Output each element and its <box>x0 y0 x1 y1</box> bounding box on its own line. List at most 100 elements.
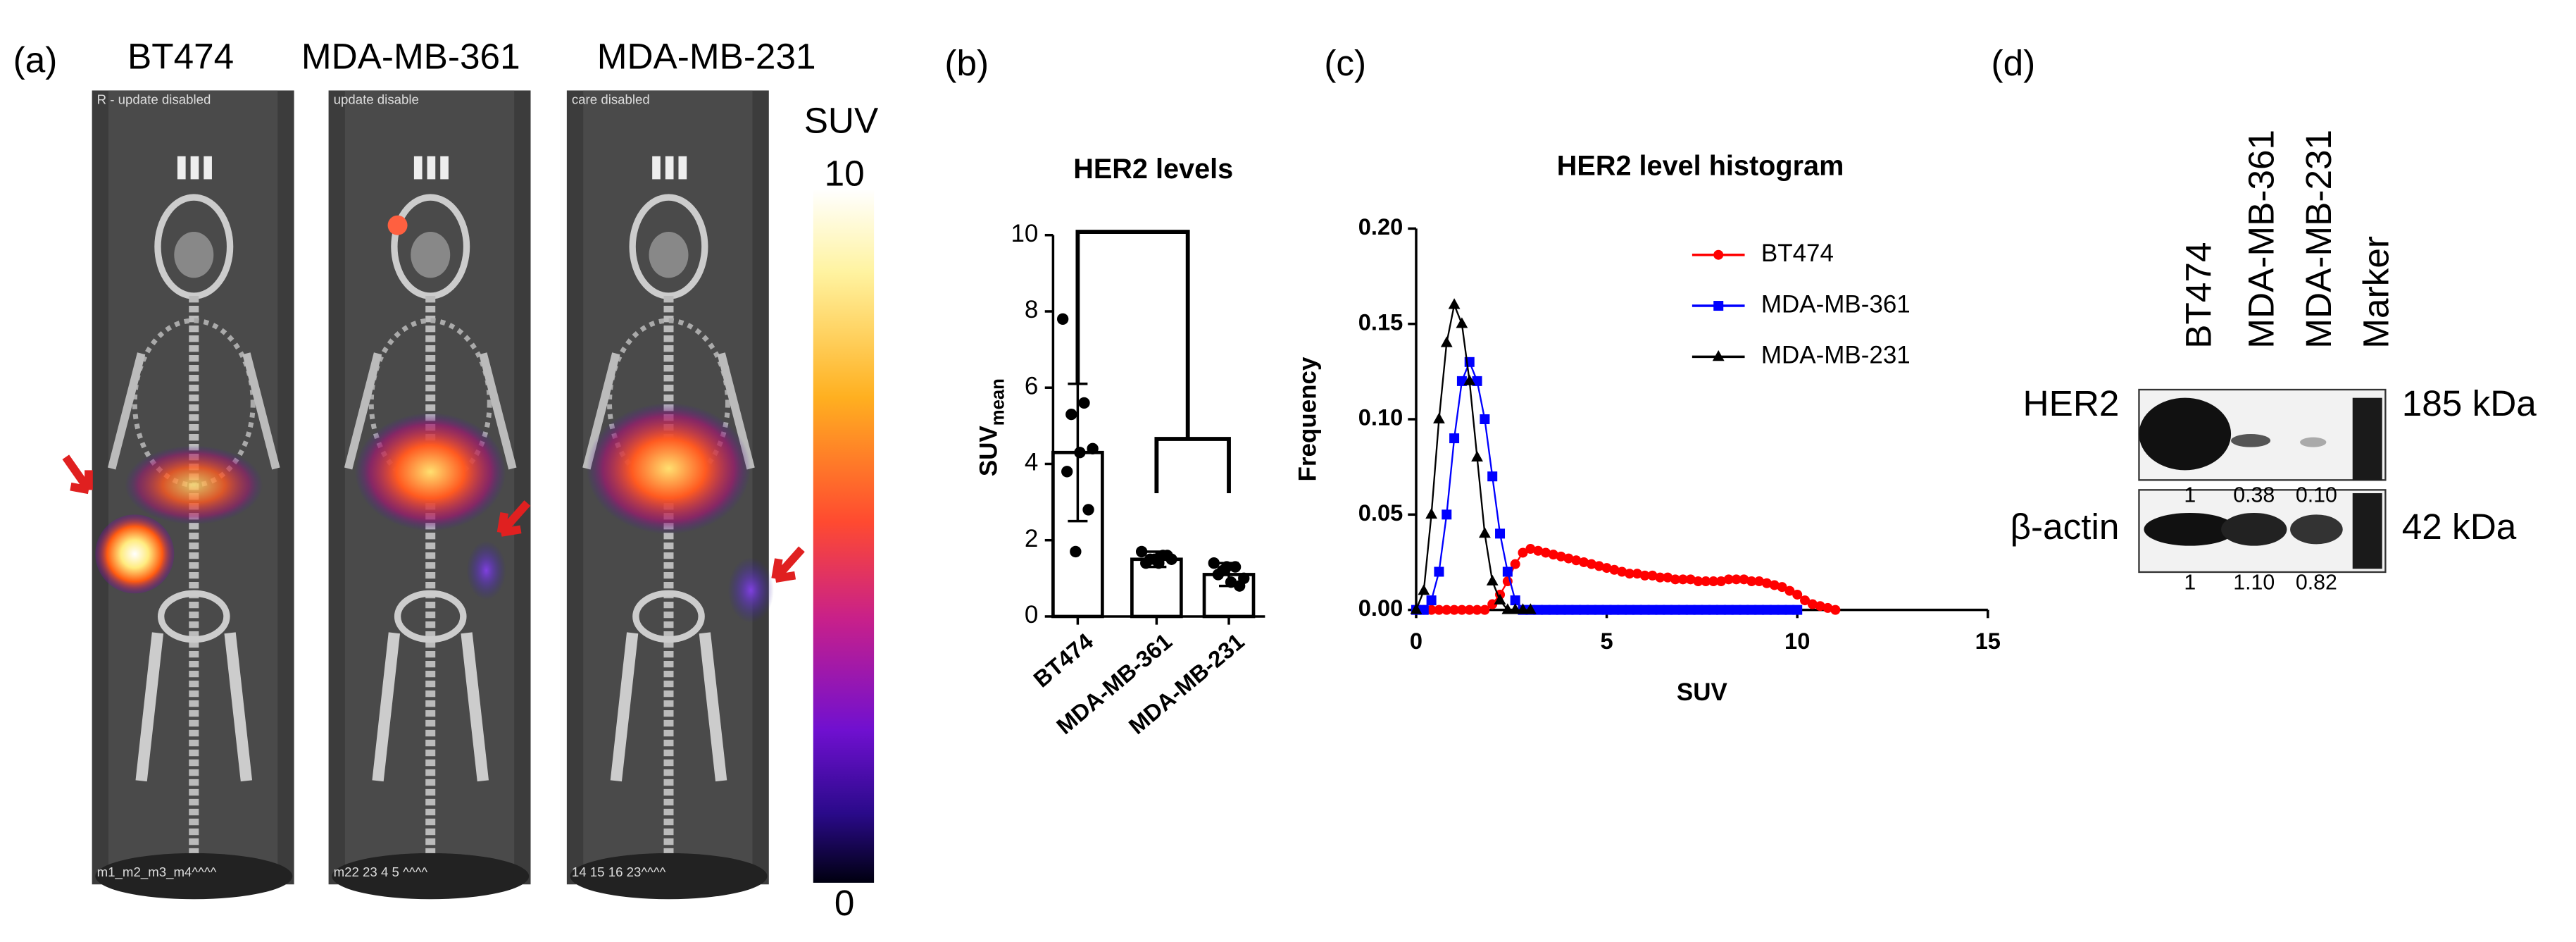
marker <box>1533 605 1544 615</box>
marker <box>1510 595 1520 606</box>
marker <box>1494 593 1506 605</box>
marker <box>1472 605 1482 615</box>
marker <box>1617 566 1627 577</box>
lane-label: MDA-MB-361 <box>2241 130 2281 349</box>
significance-bracket <box>1075 230 1231 493</box>
marker <box>1463 374 1476 385</box>
marker <box>1579 557 1589 567</box>
data-point <box>1149 553 1161 565</box>
size-label: 42 kDa <box>2402 507 2517 547</box>
marker <box>1784 605 1795 615</box>
panel-label: (b) <box>944 43 989 83</box>
band <box>2221 512 2287 546</box>
column-label: BT474 <box>127 37 234 77</box>
marker <box>1625 569 1635 579</box>
series-line <box>1415 302 1531 611</box>
data-point <box>1208 557 1220 569</box>
data-point <box>1229 561 1242 573</box>
marker <box>1609 564 1620 575</box>
data-point <box>1234 580 1246 592</box>
marker <box>1693 605 1703 615</box>
y-tick-label: 2 <box>1025 525 1038 552</box>
marker <box>1723 605 1734 615</box>
marker <box>1677 574 1688 585</box>
marker <box>1579 605 1589 615</box>
marker <box>1456 317 1468 328</box>
band <box>2144 512 2237 546</box>
marker <box>1518 547 1528 558</box>
marker <box>1723 574 1734 585</box>
marker <box>1822 602 1833 613</box>
marker <box>1495 528 1506 539</box>
overlay-text: m22 23 4 5 ^^^^ <box>334 864 428 879</box>
marker <box>1746 576 1757 587</box>
series-line <box>1415 547 1836 611</box>
marker <box>1594 561 1604 571</box>
marker <box>1792 589 1803 600</box>
marker <box>1556 551 1566 562</box>
data-point <box>1078 397 1090 409</box>
marker <box>1784 585 1795 596</box>
y-tick-label: 0.20 <box>1358 213 1403 240</box>
band <box>2300 437 2327 447</box>
marker <box>1701 605 1711 615</box>
marker <box>1663 572 1673 583</box>
marker <box>1471 450 1483 461</box>
overlay-text: R - update disabled <box>97 92 211 106</box>
data-point <box>1065 408 1077 421</box>
marker <box>1449 605 1460 615</box>
marker <box>1586 559 1596 569</box>
overlay-text: care disabled <box>572 92 650 106</box>
marker <box>1693 576 1703 587</box>
overlay-text: update disable <box>334 92 419 106</box>
y-tick-label: 0.15 <box>1358 309 1403 335</box>
y-axis-label: Frequency <box>1294 357 1322 481</box>
marker <box>1754 576 1765 587</box>
panel-label: (a) <box>13 39 58 80</box>
marker <box>1502 566 1513 577</box>
colorbar-tick-label: 0 <box>834 883 855 923</box>
chart-title: HER2 levels <box>1073 154 1233 185</box>
marker <box>1426 605 1437 615</box>
panel-label: (d) <box>1991 43 2035 83</box>
marker <box>1792 605 1803 615</box>
marker <box>1807 599 1818 609</box>
marker <box>1769 580 1780 590</box>
y-tick-label: 0.05 <box>1358 500 1403 526</box>
y-tick-label: 0.00 <box>1358 595 1403 621</box>
quant: 1 <box>2184 484 2196 507</box>
data-point <box>1074 447 1086 459</box>
marker <box>1434 605 1444 615</box>
marker <box>1442 605 1452 615</box>
colorbar-label: SUV <box>804 101 879 141</box>
marker <box>1761 578 1772 588</box>
size-label: 185 kDa <box>2402 383 2537 423</box>
quant: 1 <box>2184 571 2196 594</box>
marker <box>1456 605 1467 615</box>
marker <box>1639 605 1650 615</box>
marker <box>1548 550 1558 560</box>
row-label: β-actin <box>2010 507 2119 547</box>
band <box>2139 397 2232 471</box>
marker <box>1708 576 1719 587</box>
marker <box>1715 576 1726 587</box>
overlay-text: 14 15 16 23^^^^ <box>572 864 666 879</box>
data-point <box>1212 569 1225 581</box>
marker <box>1433 412 1445 423</box>
marker <box>1830 605 1841 615</box>
marker <box>1524 603 1537 614</box>
marker <box>1632 605 1642 615</box>
band <box>2231 434 2271 447</box>
marker <box>1533 545 1544 556</box>
marker <box>1563 553 1574 564</box>
lane-label: Marker <box>2356 236 2396 349</box>
lane-label: MDA-MB-231 <box>2299 130 2339 349</box>
x-axis-label: SUV <box>1677 678 1728 706</box>
x-tick-label: 5 <box>1600 628 1613 654</box>
legend-marker <box>1713 249 1724 260</box>
marker <box>1510 559 1520 569</box>
panel-label: (c) <box>1324 43 1366 83</box>
legend-label: MDA-MB-361 <box>1761 290 1911 318</box>
colorbar <box>813 189 875 883</box>
marker <box>1418 584 1430 595</box>
